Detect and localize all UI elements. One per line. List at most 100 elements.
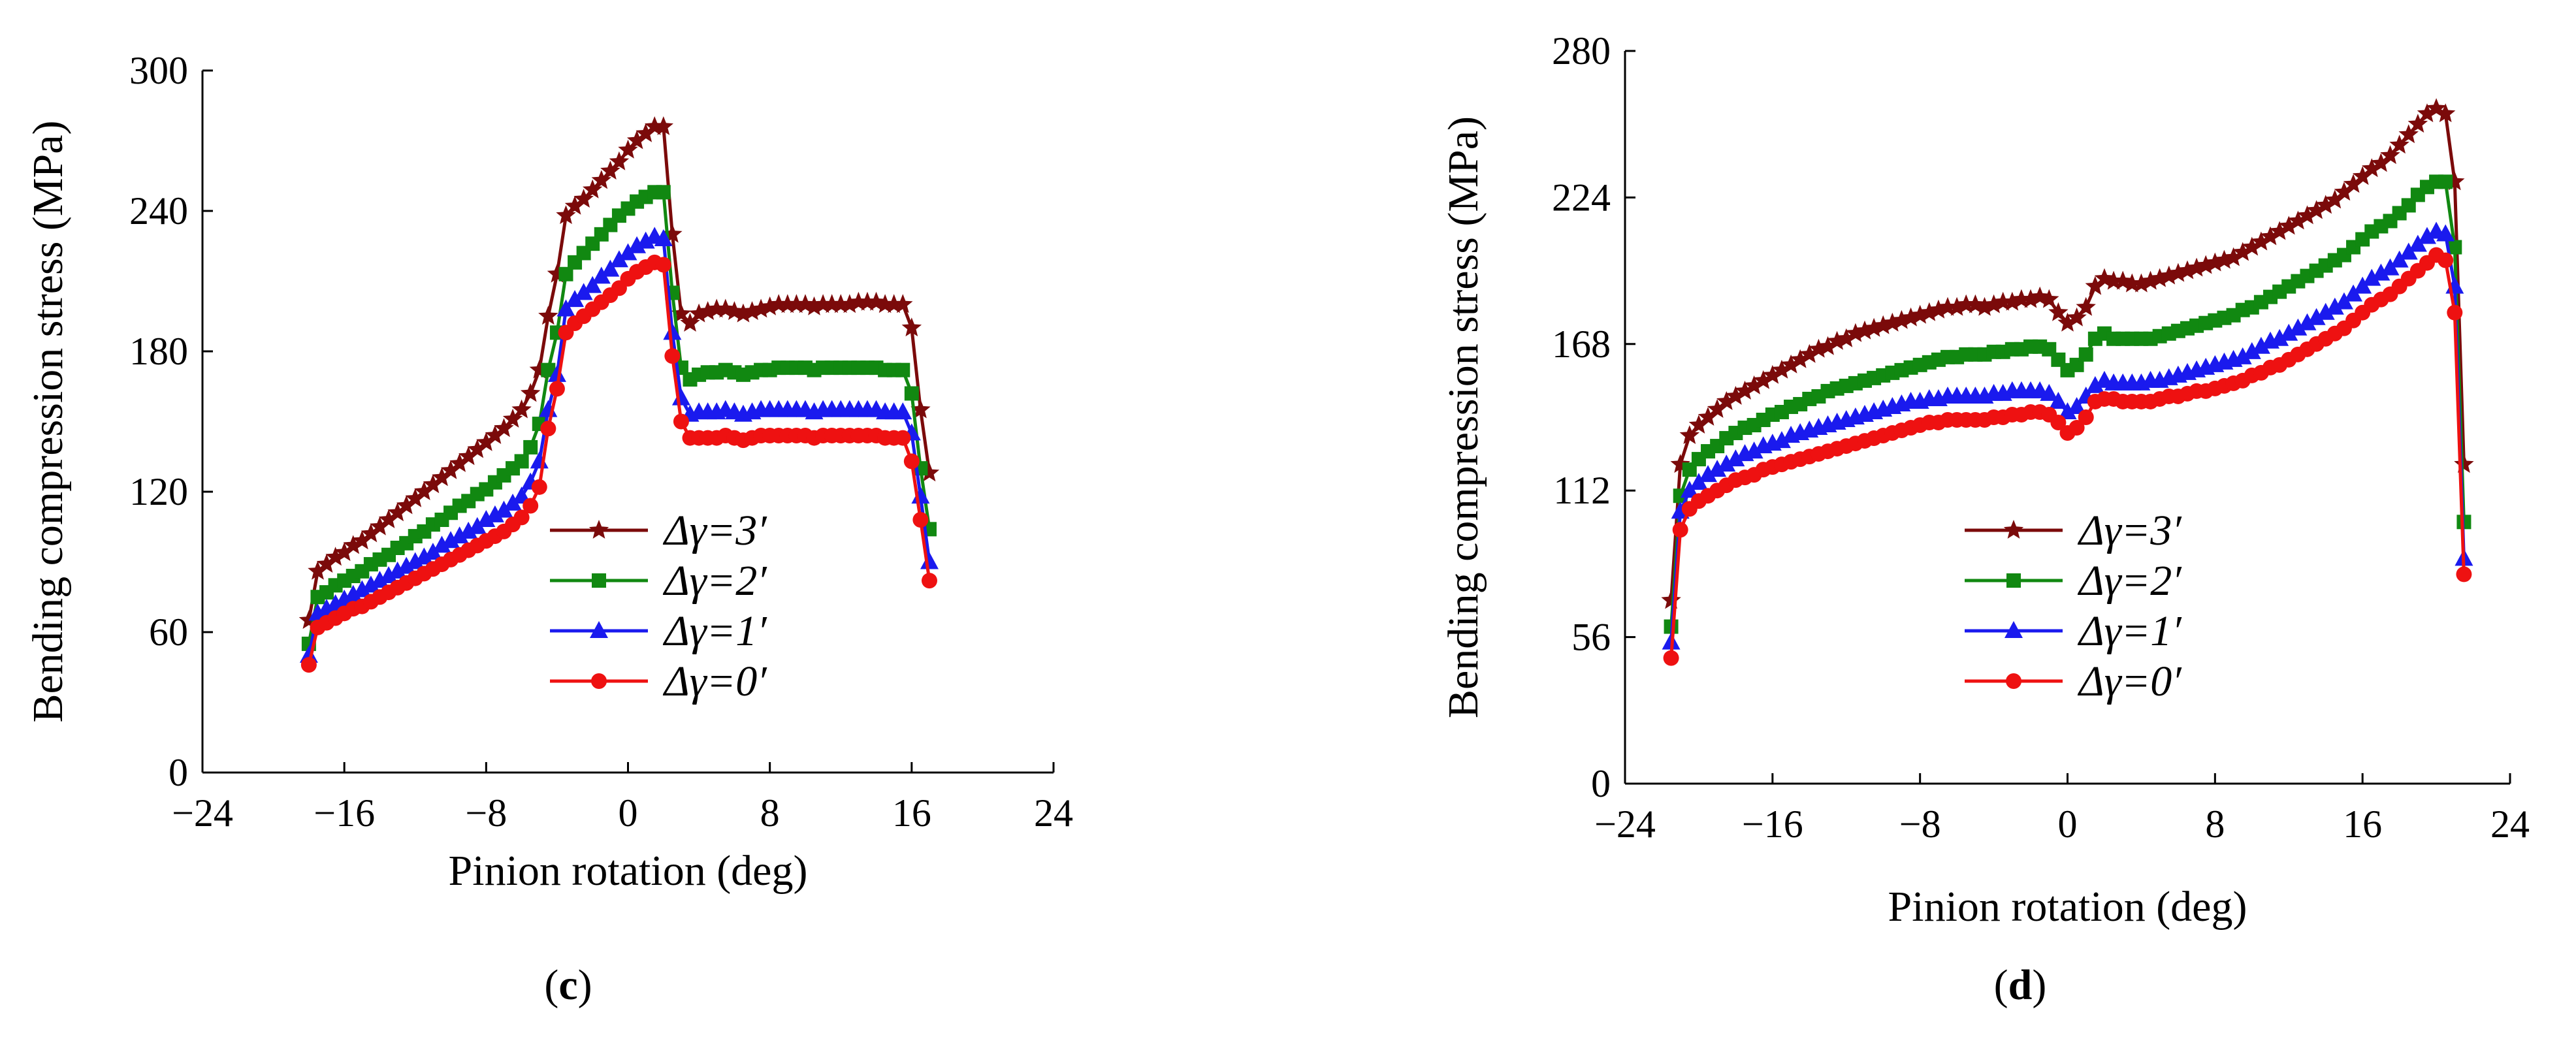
data-point	[1726, 449, 1745, 467]
data-point	[468, 517, 487, 534]
x-axis-label: Pinion rotation (deg)	[449, 847, 808, 895]
data-point	[636, 123, 656, 142]
data-point	[2306, 200, 2326, 219]
data-point	[2251, 231, 2272, 251]
y-tick-label: 224	[1552, 176, 1611, 219]
data-point	[547, 263, 568, 283]
data-point	[558, 266, 573, 281]
data-point	[387, 502, 408, 522]
data-point	[903, 453, 920, 470]
legend-marker	[590, 621, 608, 638]
data-point	[2076, 296, 2096, 316]
data-point	[2399, 242, 2418, 260]
data-point	[573, 189, 594, 208]
data-point	[2040, 383, 2059, 401]
data-point	[662, 223, 683, 243]
data-point	[884, 294, 904, 313]
data-point	[2196, 255, 2216, 274]
data-point	[2362, 268, 2381, 286]
data-point	[1937, 296, 1958, 316]
data-point	[1707, 399, 1728, 418]
legend-item: Δγ=0′	[1965, 658, 2182, 705]
data-point	[423, 543, 442, 560]
data-point	[839, 294, 860, 313]
data-point	[432, 467, 452, 487]
data-point	[2029, 286, 2050, 306]
data-point	[2445, 171, 2465, 191]
data-point	[618, 139, 638, 159]
y-tick-label: 0	[1591, 762, 1611, 805]
data-point	[609, 151, 630, 170]
data-point	[352, 530, 372, 550]
legend-item: Δγ=2′	[550, 557, 767, 605]
legend-marker	[2004, 621, 2023, 638]
data-point	[671, 388, 690, 406]
y-tick-label: 240	[129, 189, 188, 232]
y-tick-label: 180	[129, 330, 188, 373]
data-point	[2048, 302, 2069, 321]
data-point	[921, 573, 937, 589]
data-point	[1745, 441, 1763, 459]
data-point	[2307, 308, 2326, 325]
data-point	[857, 291, 878, 311]
y-tick-label: 60	[149, 611, 188, 654]
data-point	[2289, 318, 2308, 336]
data-point	[556, 205, 576, 225]
data-point	[1919, 302, 1939, 321]
data-point	[1910, 304, 1930, 324]
x-tick-label: 0	[619, 791, 638, 835]
legend-item: Δγ=3′	[1965, 507, 2182, 554]
data-point	[822, 294, 842, 313]
data-point	[2316, 302, 2335, 320]
data-point	[804, 296, 824, 315]
chart-panel-d: 0 56 112 168 224 280 −24 −16 −8 0 8 16 24 Bending com…	[1440, 29, 2530, 1009]
data-point	[574, 283, 593, 300]
data-point	[467, 439, 487, 458]
legend-item: Δγ=1′	[1965, 607, 2182, 655]
y-tick-label: 112	[1553, 469, 1611, 512]
legend-label: Δγ=3′	[662, 507, 767, 554]
data-point	[370, 571, 389, 588]
data-point	[673, 413, 689, 430]
data-point	[636, 231, 655, 249]
panel-label-letter: d	[2008, 961, 2033, 1009]
data-point	[2417, 227, 2436, 244]
data-point	[750, 298, 771, 318]
legend-item: Δγ=2′	[1965, 557, 2182, 605]
panel-label-open: (	[544, 961, 558, 1009]
data-point	[609, 250, 628, 268]
data-point	[2260, 226, 2281, 246]
data-point	[502, 408, 523, 428]
data-point	[1901, 307, 1921, 327]
data-point	[894, 402, 912, 420]
data-point	[361, 523, 381, 543]
data-point	[440, 460, 461, 479]
data-point	[2085, 276, 2106, 295]
data-point	[2067, 307, 2087, 327]
panel-label-letter: c	[558, 961, 577, 1009]
data-point	[1818, 336, 1838, 355]
data-point	[2078, 409, 2094, 425]
data-point	[591, 170, 611, 189]
data-point	[795, 294, 816, 313]
data-point	[626, 130, 647, 150]
data-point	[707, 298, 727, 318]
data-point	[2372, 263, 2391, 281]
data-point	[786, 294, 807, 313]
legend-item: Δγ=0′	[550, 658, 767, 705]
data-point	[688, 303, 709, 323]
y-tick-label: 0	[169, 751, 188, 794]
data-point	[2398, 124, 2419, 144]
x-axis-label: Pinion rotation (deg)	[1888, 883, 2247, 931]
data-point	[540, 421, 556, 437]
panel-label: (d)	[1994, 961, 2047, 1009]
data-point	[523, 498, 539, 514]
data-point	[1790, 349, 1811, 368]
panel-label-close: )	[578, 961, 592, 1009]
data-point	[715, 298, 735, 318]
legend-label: Δγ=3′	[2077, 507, 2182, 554]
data-point	[2159, 265, 2179, 285]
data-point	[494, 500, 513, 518]
data-point	[2454, 454, 2474, 473]
